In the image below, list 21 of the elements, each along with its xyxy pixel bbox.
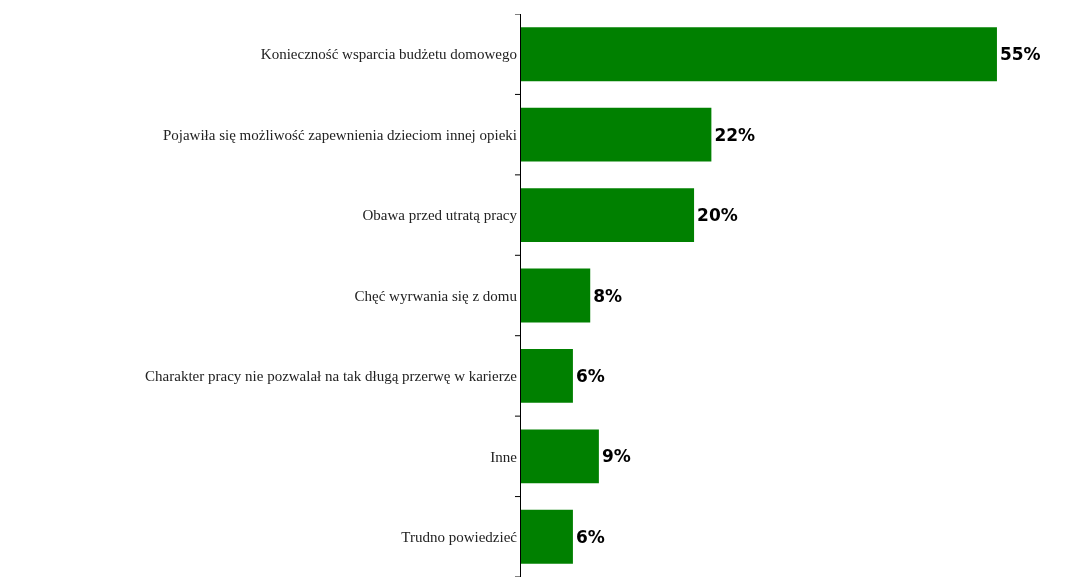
data-label: 22%	[714, 124, 756, 145]
data-label: 55%	[999, 44, 1041, 65]
bar	[521, 348, 573, 403]
bar	[521, 268, 591, 323]
data-label: 9%	[601, 446, 631, 467]
bar	[521, 509, 573, 564]
data-label: 8%	[593, 285, 623, 306]
y-tick-label: Konieczność wsparcia budżetu domowego	[260, 46, 517, 63]
bar	[521, 429, 599, 484]
data-label: 20%	[697, 205, 738, 226]
y-tick-label: Pojawiła się możliwość zapewnienia dzieciom innej opieki	[162, 126, 517, 143]
bar	[521, 107, 712, 162]
bar	[521, 27, 997, 82]
data-label: 6%	[575, 526, 605, 547]
y-tick-label: Chęć wyrwania się z domu	[354, 287, 518, 304]
bar	[521, 188, 695, 243]
y-tick-label: Charakter pracy nie pozwalał na tak długą przerwę w karierze	[145, 368, 518, 385]
y-tick-label: Inne	[490, 448, 518, 465]
y-tick-label: Trudno powiedzieć	[401, 529, 518, 546]
data-label: 6%	[575, 365, 605, 386]
y-tick-label: Obawa przed utratą pracy	[362, 207, 518, 224]
